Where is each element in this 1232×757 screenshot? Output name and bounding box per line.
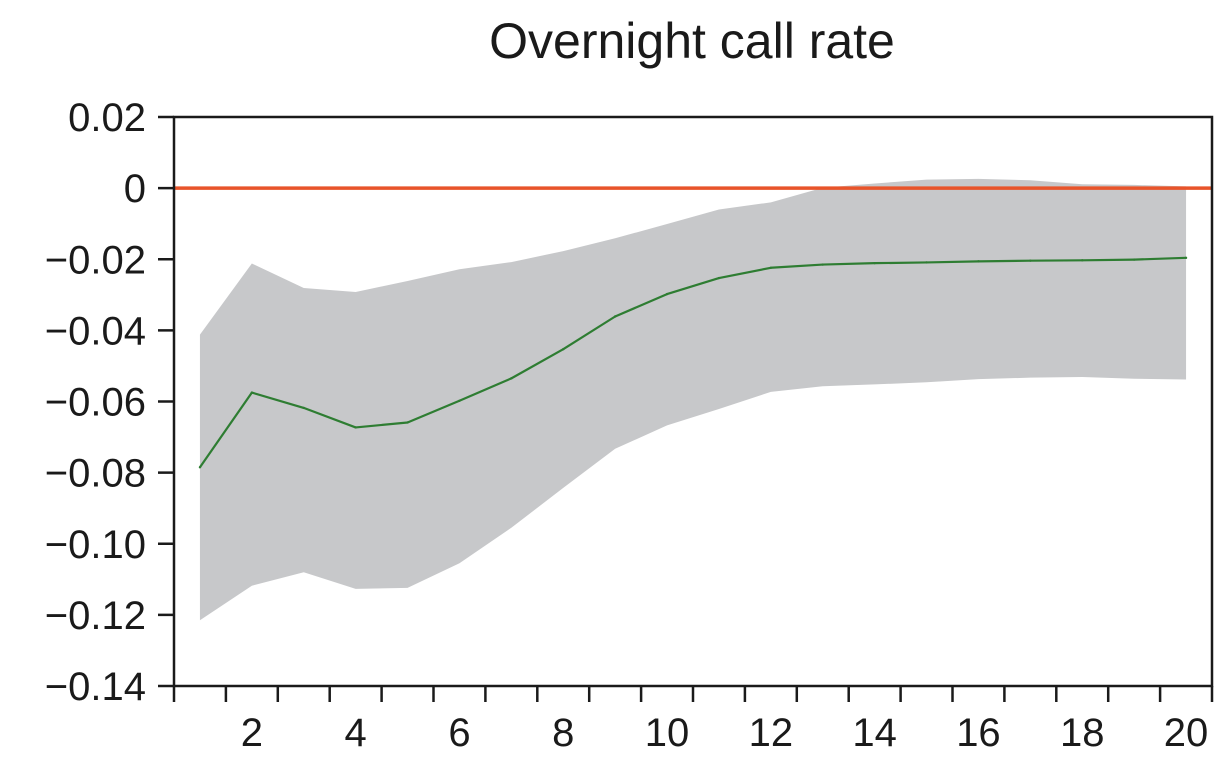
data-point <box>302 406 305 410</box>
y-tick-label: −0.04 <box>45 309 146 353</box>
data-point <box>1029 259 1032 262</box>
y-tick-label: −0.12 <box>45 594 146 638</box>
data-point <box>562 348 565 351</box>
x-tick-label: 20 <box>1164 711 1209 755</box>
y-tick-label: 0 <box>124 167 146 211</box>
data-point <box>1081 259 1084 262</box>
x-tick-label: 12 <box>749 711 794 755</box>
x-tick-label: 10 <box>645 711 690 755</box>
data-point <box>250 391 254 394</box>
x-tick-layer: 2 4 6 8 10 12 14 16 18 20 <box>172 686 1214 755</box>
data-point <box>354 426 357 429</box>
y-tick-label: −0.08 <box>45 452 146 496</box>
data-point <box>977 260 980 263</box>
data-point <box>925 261 928 264</box>
data-point <box>510 377 513 380</box>
data-point <box>821 263 824 266</box>
x-tick-label: 16 <box>956 711 1001 755</box>
data-point <box>873 261 876 265</box>
data-point <box>717 276 721 280</box>
data-point <box>198 466 202 469</box>
y-tick-label: −0.14 <box>45 665 146 709</box>
x-tick-label: 6 <box>448 711 470 755</box>
x-tick-label: 18 <box>1060 711 1105 755</box>
data-point <box>458 399 461 402</box>
data-point <box>665 292 669 296</box>
data-point <box>1184 256 1188 260</box>
y-tick-label: 0.02 <box>68 96 146 140</box>
data-point <box>406 421 409 424</box>
x-tick-label: 8 <box>552 711 574 755</box>
y-tick-label: −0.02 <box>45 238 146 282</box>
x-tick-label: 14 <box>852 711 897 755</box>
series-line <box>199 256 1187 468</box>
data-point <box>769 266 773 269</box>
chart-title: Overnight call rate <box>489 13 895 69</box>
x-tick-label: 4 <box>345 711 367 755</box>
confidence-band <box>199 178 1187 621</box>
y-tick-layer: 0.02 0 −0.02 −0.04 −0.06 −0.08 −0.10 −0.12 −0.14 <box>45 96 174 709</box>
confidence-band-layer <box>199 178 1187 621</box>
data-point <box>613 315 617 318</box>
data-point <box>1132 258 1136 261</box>
x-tick-label: 2 <box>241 711 263 755</box>
series-layer <box>198 256 1188 469</box>
y-tick-label: −0.06 <box>45 381 146 425</box>
y-tick-label: −0.10 <box>45 523 146 567</box>
